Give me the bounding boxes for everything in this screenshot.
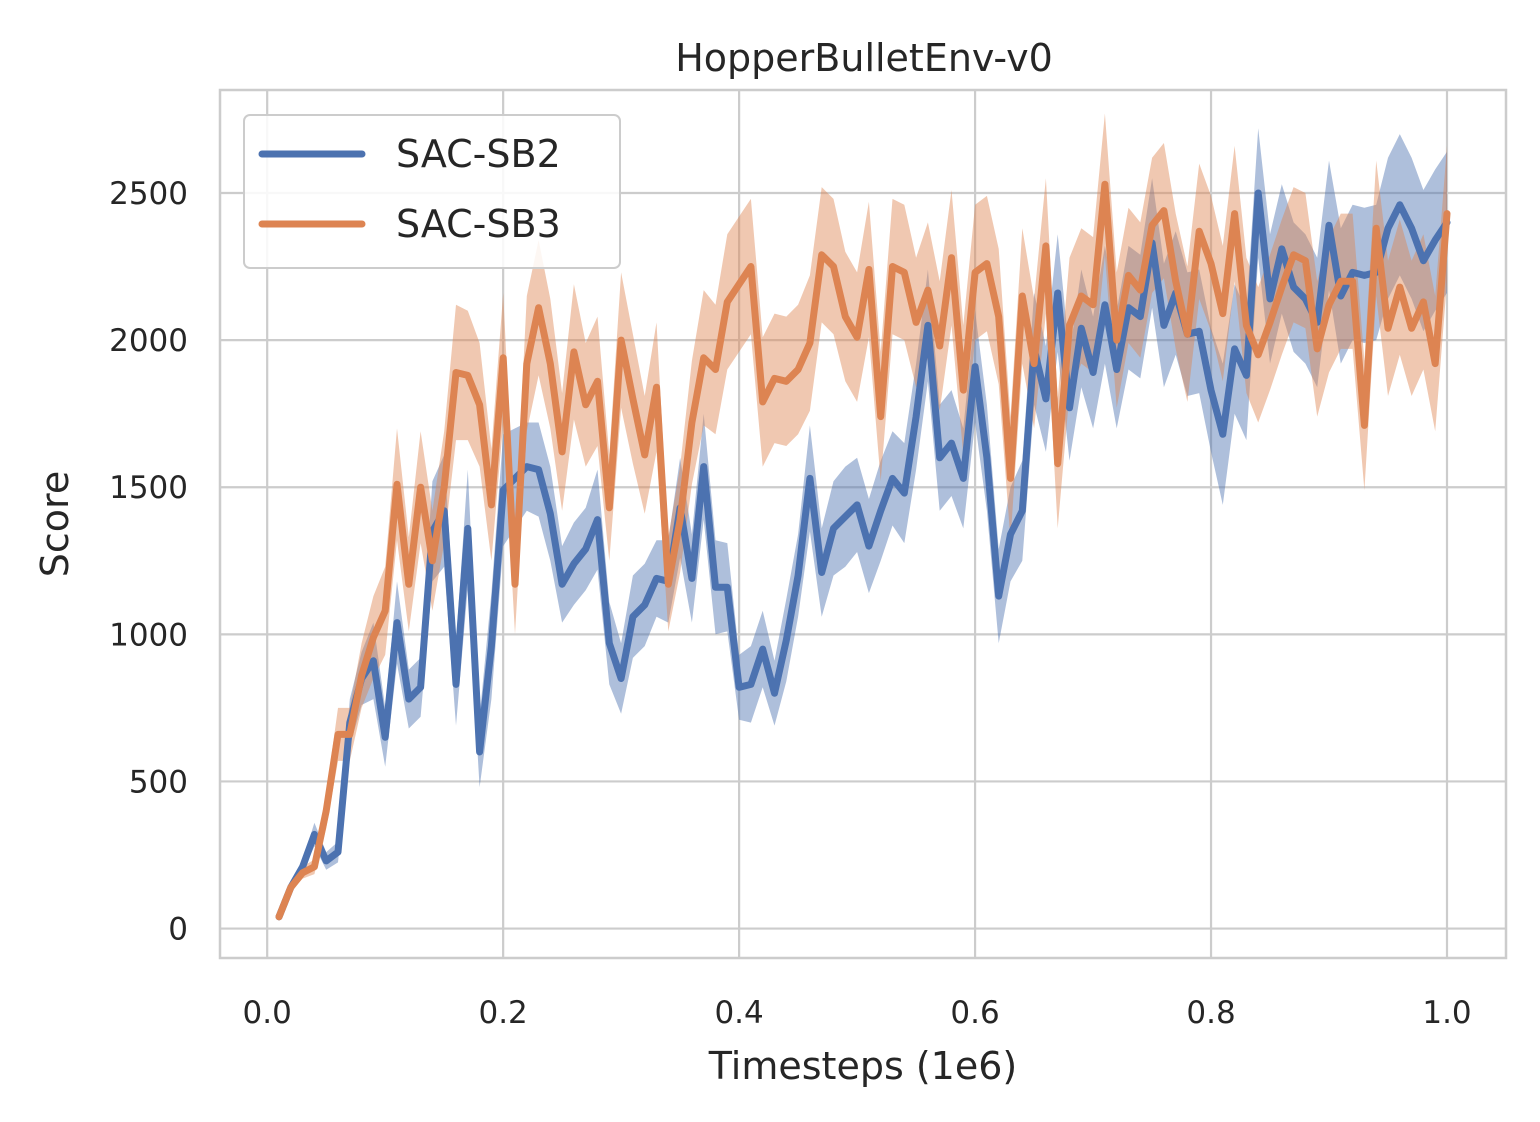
legend-label-sac-sb3: SAC-SB3	[396, 202, 561, 246]
band-sac-sb3	[279, 113, 1447, 919]
chart-title: HopperBulletEnv-v0	[675, 36, 1053, 80]
y-tick-label: 2500	[109, 176, 188, 212]
line-sac-sb2	[275, 189, 1451, 921]
series-lines	[275, 180, 1451, 921]
x-tick-label: 0.0	[243, 995, 292, 1031]
x-axis-label: Timesteps (1e6)	[708, 1044, 1017, 1088]
x-tick-label: 0.4	[714, 995, 763, 1031]
x-tick-label: 0.8	[1186, 995, 1235, 1031]
x-tick-label: 0.6	[950, 995, 999, 1031]
x-tick-label: 1.0	[1422, 995, 1471, 1031]
plot-frame	[218, 88, 1508, 960]
y-tick-label: 2000	[109, 323, 188, 359]
y-axis-label: Score	[33, 471, 77, 577]
y-tick-label: 1000	[109, 617, 188, 653]
line-sac-sb3	[275, 180, 1451, 921]
y-axis-ticks: 0 500 1000 1500 2000 2500	[109, 176, 188, 948]
legend: SAC-SB2 SAC-SB3	[243, 114, 621, 269]
x-axis-ticks: 0.0 0.2 0.4 0.6 0.8 1.0	[243, 995, 1472, 1031]
y-tick-label: 1500	[109, 470, 188, 506]
x-tick-label: 0.2	[478, 995, 527, 1031]
y-tick-label: 500	[129, 764, 188, 800]
y-tick-label: 0	[168, 912, 188, 948]
legend-label-sac-sb2: SAC-SB2	[396, 132, 561, 176]
